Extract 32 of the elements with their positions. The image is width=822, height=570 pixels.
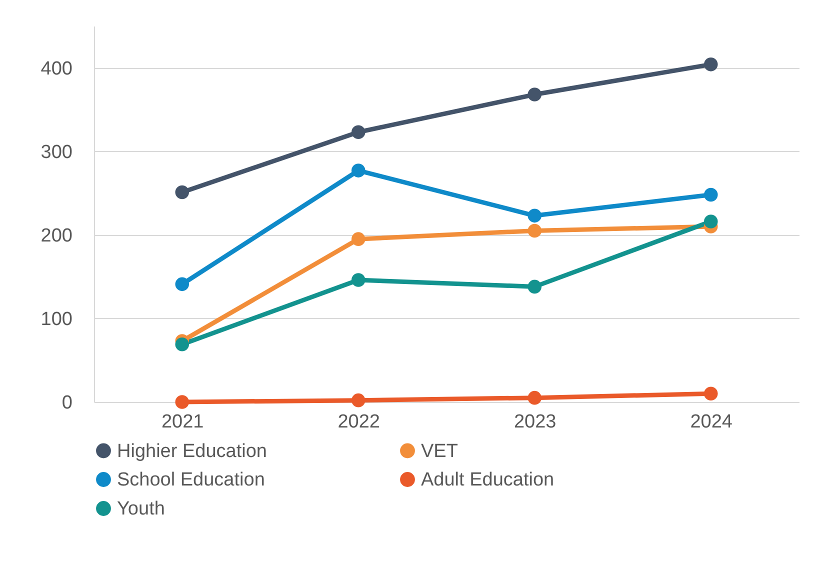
legend-label: Highier Education — [117, 440, 267, 462]
point — [528, 280, 542, 294]
legend-label: Adult Education — [421, 470, 554, 490]
point — [175, 337, 190, 352]
y-tick-label: 400 — [40, 58, 72, 80]
x-tick-label: 2023 — [514, 412, 556, 432]
point — [704, 188, 718, 202]
point — [704, 214, 718, 228]
point — [175, 277, 190, 292]
y-tick-label: 300 — [40, 142, 72, 163]
point — [704, 58, 718, 72]
point — [351, 393, 366, 408]
x-tick-label: 2022 — [338, 412, 380, 432]
point — [528, 88, 542, 102]
y-tick-label: 0 — [62, 392, 72, 414]
point — [704, 386, 718, 401]
point — [528, 224, 542, 238]
legend-label: School Education — [117, 470, 265, 490]
point — [351, 232, 366, 246]
point — [175, 185, 190, 200]
y-tick-label: 100 — [40, 308, 72, 330]
point — [528, 390, 542, 405]
y-tick-label: 200 — [40, 225, 72, 246]
legend-label: Youth — [117, 498, 165, 520]
x-tick-label: 2024 — [690, 412, 733, 432]
point — [175, 395, 190, 409]
point — [351, 164, 366, 178]
x-tick-label: 2021 — [161, 412, 204, 432]
point — [351, 125, 366, 139]
point — [351, 273, 366, 287]
point — [528, 208, 542, 223]
legend-label: VET — [421, 440, 458, 462]
